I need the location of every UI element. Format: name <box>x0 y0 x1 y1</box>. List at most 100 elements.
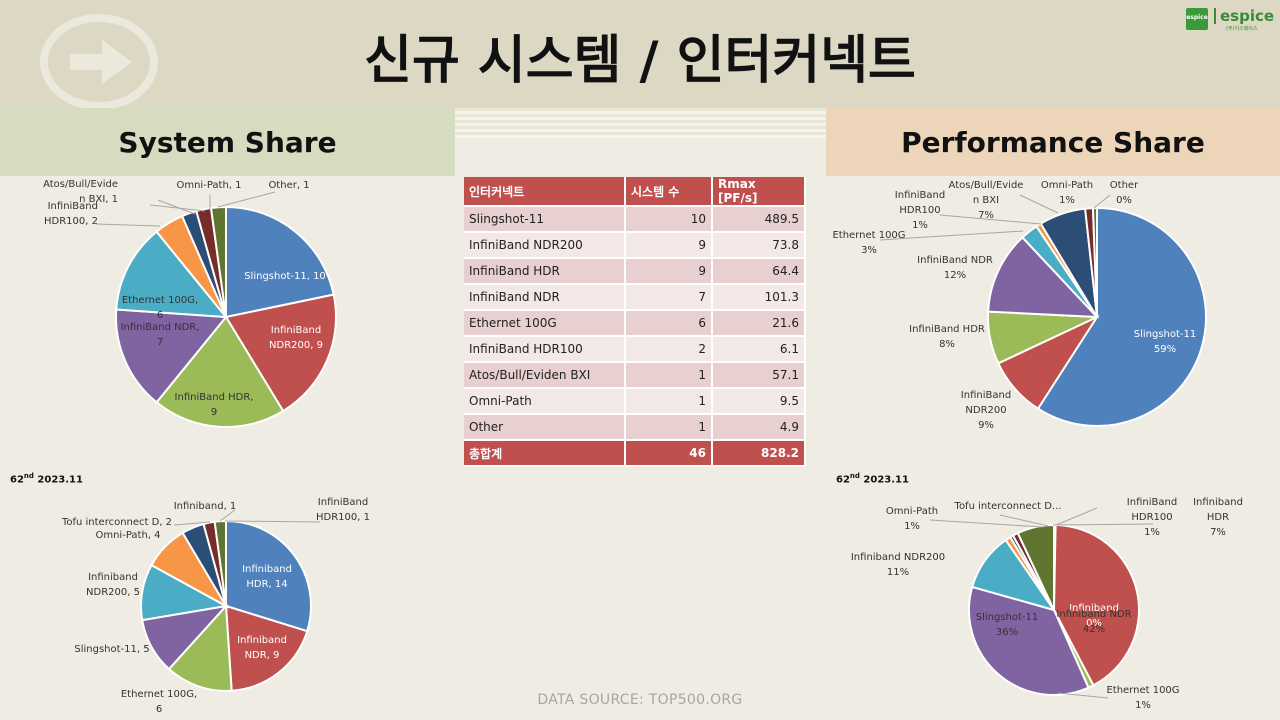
pie-label-1-7: Infiniband, 1 <box>174 501 237 512</box>
pie-label-3-6: Tofu interconnect D... <box>954 501 1062 512</box>
pie-label-3-4: Infiniband NDR200 11% <box>851 552 945 578</box>
cell-interconnect: Atos/Bull/Eviden BXI <box>464 362 626 389</box>
pie-label-3-3: Slingshot-11 36% <box>976 612 1039 638</box>
pie-slice-0-4 <box>115 230 229 319</box>
leader-line <box>1052 523 1154 526</box>
brand-logo-icon: espice <box>1186 8 1208 30</box>
pie-label-1-6: Tofu interconnect D, 2 <box>61 517 172 528</box>
pie-label-3-0: Infiniband 0% <box>1069 603 1119 629</box>
pie-label-2-8: Other 0% <box>1110 180 1139 206</box>
pie-label-1-5: Omni-Path, 4 <box>95 530 160 541</box>
col-systems: 시스템 수 <box>625 177 713 207</box>
brand-name: espice <box>1214 8 1274 24</box>
pie-label-3-1: Infiniband NDR 42% <box>1056 609 1131 635</box>
page-title: 신규 시스템 / 인터커넥트 <box>364 31 916 91</box>
cell-systems: 9 <box>625 258 713 285</box>
pie-label-0-4: Ethernet 100G, 6 <box>122 295 198 321</box>
leader-line <box>173 521 211 526</box>
table-row: InfiniBand HDR100 2 6.1 <box>464 336 806 363</box>
pie-label-2-3: InfiniBand NDR 12% <box>917 255 993 281</box>
pie-label-3-7: InfiniBand HDR100 1% <box>1127 497 1177 538</box>
pie-slice-2-3 <box>987 236 1100 319</box>
pie-slice-1-1 <box>224 604 309 692</box>
pie-label-2-2: InfiniBand HDR 8% <box>909 324 985 350</box>
table-total-row: 총합계 46 828.2 <box>464 440 806 467</box>
leader-line <box>929 519 1044 528</box>
pie-slice-1-0 <box>225 519 312 633</box>
pie-label-0-6: Atos/Bull/Evide n BXI, 1 <box>43 179 118 205</box>
pie-label-1-8: InfiniBand HDR100, 1 <box>316 497 370 523</box>
cell-rmax: 101.3 <box>712 284 806 311</box>
table-row: Atos/Bull/Eviden BXI 1 57.1 <box>464 362 806 389</box>
pie-slice-0-3 <box>115 308 228 404</box>
cell-rmax: 4.9 <box>712 414 806 441</box>
total-rmax: 828.2 <box>712 440 806 467</box>
table-row: InfiniBand HDR 9 64.4 <box>464 258 806 285</box>
table-header-row: 인터커넥트 시스템 수 Rmax [PF/s] <box>464 177 806 207</box>
cell-interconnect: Slingshot-11 <box>464 206 626 233</box>
cell-interconnect: InfiniBand HDR <box>464 258 626 285</box>
cell-interconnect: InfiniBand HDR100 <box>464 336 626 363</box>
cell-systems: 1 <box>625 414 713 441</box>
pie-label-1-0: Infiniband HDR, 14 <box>242 564 292 590</box>
leader-line <box>95 223 161 227</box>
pie-label-2-5: InfiniBand HDR100 1% <box>895 190 945 231</box>
pie-label-1-1: Infiniband NDR, 9 <box>237 635 287 661</box>
pie-slice-1-2 <box>167 603 233 692</box>
col-interconnect: 인터커넥트 <box>464 177 626 207</box>
leader-line <box>1055 507 1098 526</box>
pie-label-0-8: Other, 1 <box>268 180 309 191</box>
table-row: Other 1 4.9 <box>464 414 806 441</box>
system-share-header: System Share <box>0 108 455 176</box>
cell-systems: 2 <box>625 336 713 363</box>
pie-slice-0-2 <box>155 315 285 428</box>
cell-systems: 10 <box>625 206 713 233</box>
leader-line <box>879 230 1024 241</box>
performance-share-header: Performance Share <box>826 108 1280 176</box>
leader-line <box>224 520 321 523</box>
pie-label-0-5: InfiniBand HDR100, 2 <box>44 201 98 227</box>
leader-line <box>149 204 206 212</box>
pie-label-0-7: Omni-Path, 1 <box>176 180 241 191</box>
pie-label-2-7: Omni-Path 1% <box>1041 180 1093 206</box>
pie-label-3-2: Ethernet 100G 1% <box>1106 685 1179 711</box>
leader-line <box>1093 194 1111 209</box>
pie-label-1-3: Slingshot-11, 5 <box>74 644 149 655</box>
cell-rmax: 21.6 <box>712 310 806 337</box>
cell-systems: 6 <box>625 310 713 337</box>
leader-line <box>219 509 236 522</box>
table-row: Ethernet 100G 6 21.6 <box>464 310 806 337</box>
date-label-left: 62nd 2023.11 <box>10 472 83 486</box>
header-band <box>0 0 1280 108</box>
pie-label-2-4: Ethernet 100G 3% <box>832 230 905 256</box>
leader-line <box>1019 194 1059 214</box>
data-source: DATA SOURCE: TOP500.ORG <box>537 692 743 708</box>
cell-interconnect: Omni-Path <box>464 388 626 415</box>
pie-label-1-2: Ethernet 100G, 6 <box>121 689 197 715</box>
cell-interconnect: Other <box>464 414 626 441</box>
cell-rmax: 9.5 <box>712 388 806 415</box>
leader-line <box>217 191 276 208</box>
pie-slice-0-1 <box>224 293 337 413</box>
pie-label-2-0: Slingshot-11 59% <box>1134 329 1197 355</box>
table-row: InfiniBand NDR200 9 73.8 <box>464 232 806 259</box>
cell-rmax: 57.1 <box>712 362 806 389</box>
col-rmax: Rmax [PF/s] <box>712 177 806 207</box>
cell-rmax: 6.1 <box>712 336 806 363</box>
pie-label-3-8: Infiniband HDR 7% <box>1193 497 1243 538</box>
pie-label-3-5: Omni-Path 1% <box>886 506 938 532</box>
total-label: 총합계 <box>464 440 626 467</box>
pie-slice-2-0 <box>1036 206 1207 427</box>
brand-logo: espice espice (주)이스페이스 <box>1186 8 1276 32</box>
table-row: Omni-Path 1 9.5 <box>464 388 806 415</box>
date-label-right: 62nd 2023.11 <box>836 472 909 486</box>
pie-slice-3-1 <box>1052 523 1140 687</box>
pie-label-0-0: Slingshot-11, 10 <box>244 271 326 282</box>
pie-label-1-4: Infiniband NDR200, 5 <box>86 572 140 598</box>
cell-systems: 9 <box>625 232 713 259</box>
arrow-circle-icon <box>40 14 158 110</box>
pie-label-0-3: InfiniBand NDR, 7 <box>121 322 200 348</box>
cell-rmax: 73.8 <box>712 232 806 259</box>
cell-systems: 1 <box>625 388 713 415</box>
leader-line <box>939 214 1042 225</box>
